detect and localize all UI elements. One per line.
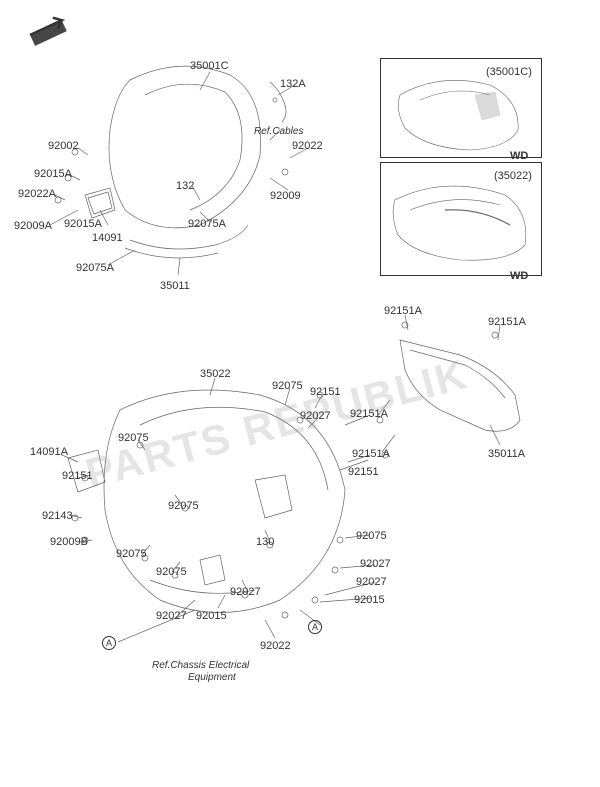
marker-a-2: A bbox=[308, 620, 322, 634]
label-ref-chassis: Ref.Chassis Electrical bbox=[152, 660, 249, 671]
detail-box-1 bbox=[380, 58, 542, 158]
detail-box-2 bbox=[380, 162, 542, 276]
label-ref-equipment: Equipment bbox=[188, 672, 236, 683]
label-wd-2: WD bbox=[510, 270, 528, 282]
marker-a-1: A bbox=[102, 636, 116, 650]
label-ref-cables: Ref.Cables bbox=[254, 126, 303, 137]
label-wd-1: WD bbox=[510, 150, 528, 162]
